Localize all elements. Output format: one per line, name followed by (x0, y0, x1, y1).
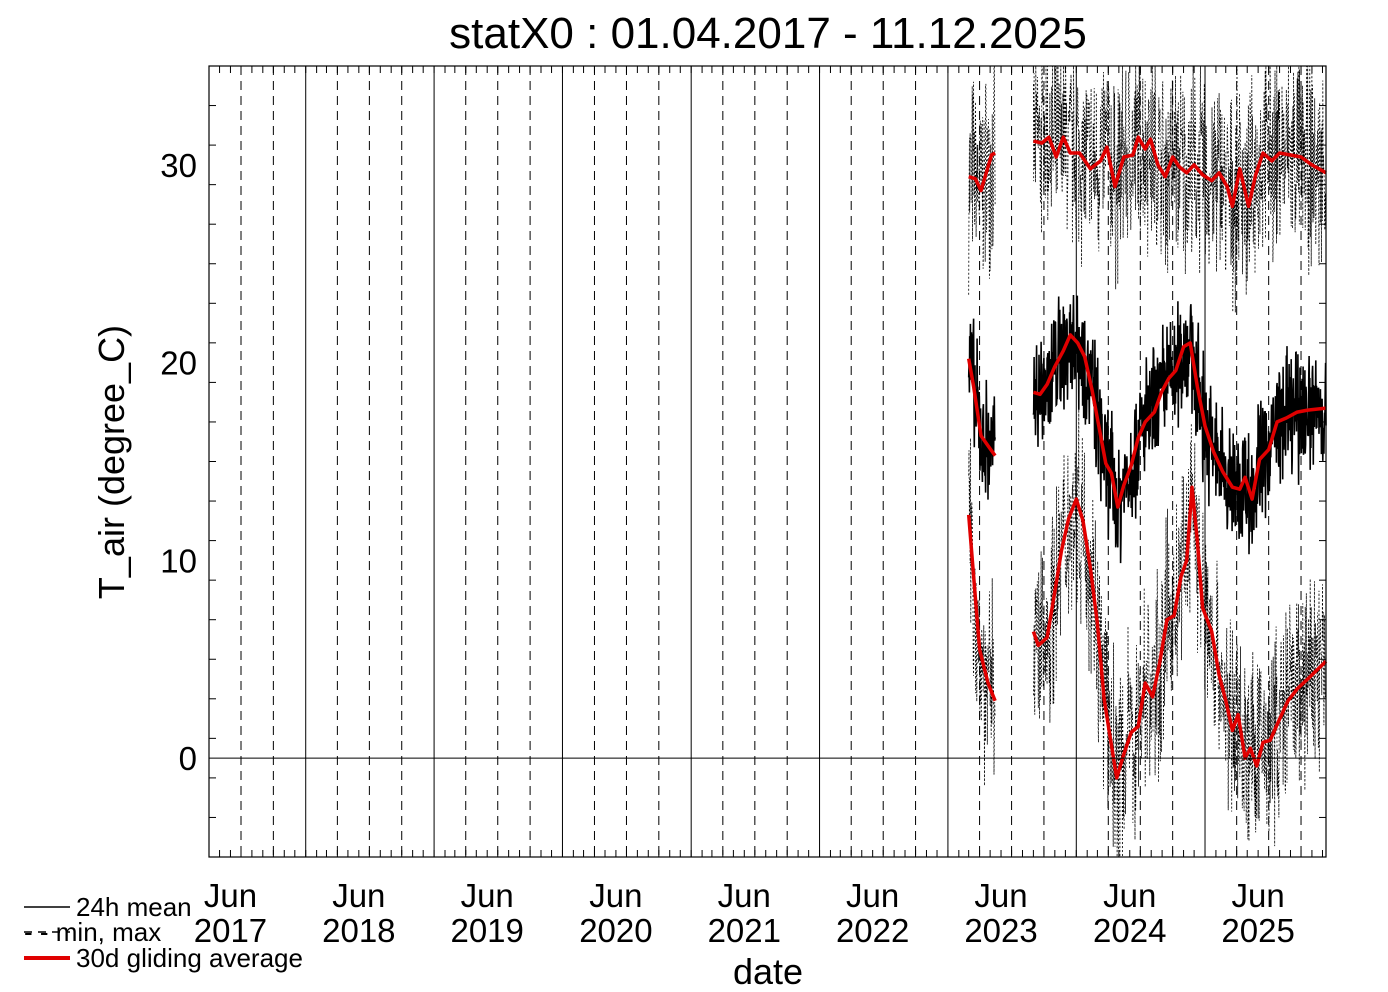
chart-title: statX0 : 01.04.2017 - 11.12.2025 (449, 9, 1087, 58)
y-tick-label: 20 (160, 345, 197, 382)
y-tick-label: 30 (160, 147, 197, 184)
x-tick-label-year: 2021 (708, 912, 781, 949)
gliding-average-max-line (1032, 135, 1327, 209)
x-tick-label-year: 2022 (836, 912, 909, 949)
daily-mean-line (1032, 294, 1327, 564)
x-axis-label: date (733, 951, 803, 992)
x-tick-label-month: Jun (718, 877, 771, 914)
gliding-average-max-line (968, 151, 996, 193)
legend-label-min-max: - - min, max (24, 917, 161, 947)
plot-frame (208, 65, 1327, 858)
legend-label-24h-mean: 24h mean (76, 892, 192, 922)
x-tick-label-year: 2020 (579, 912, 652, 949)
x-tick-label-month: Jun (1103, 877, 1156, 914)
gliding-average-mean-line (1032, 333, 1327, 509)
x-tick-label-year: 2023 (964, 912, 1037, 949)
x-tick-label-year: 2024 (1093, 912, 1166, 949)
min-max-daily-line (1033, 65, 1327, 313)
x-tick-label-year: 2019 (450, 912, 523, 949)
x-tick-label-month: Jun (204, 877, 257, 914)
x-tick-label-month: Jun (461, 877, 514, 914)
daily-mean-line (967, 318, 996, 500)
min-max-daily-line (968, 438, 996, 786)
daily-data-lines (967, 65, 1327, 858)
gliding-average-mean-line (966, 358, 997, 457)
x-tick-label-year: 2018 (322, 912, 395, 949)
x-tick-label-year: 2025 (1221, 912, 1294, 949)
y-axis-label: T_air (degree_C) (91, 325, 132, 599)
x-axis-ticks: Jun2017Jun2018Jun2019Jun2020Jun2021Jun20… (194, 66, 1323, 949)
min-max-daily-line (968, 65, 996, 295)
x-tick-label-month: Jun (589, 877, 642, 914)
x-tick-label-year: 2017 (194, 912, 267, 949)
y-tick-label: 0 (179, 740, 197, 777)
x-tick-label-month: Jun (974, 877, 1027, 914)
y-tick-label: 10 (160, 542, 197, 579)
gliding-average-min-line (966, 514, 997, 702)
legend-label-gliding-average: 30d gliding average (76, 943, 303, 973)
y-axis-ticks: 0 10 20 30 (160, 65, 1326, 858)
x-tick-label-month: Jun (1232, 877, 1285, 914)
x-tick-label-month: Jun (846, 877, 899, 914)
legend: 24h mean - - min, max 30d gliding averag… (24, 892, 303, 973)
x-tick-label-month: Jun (332, 877, 385, 914)
